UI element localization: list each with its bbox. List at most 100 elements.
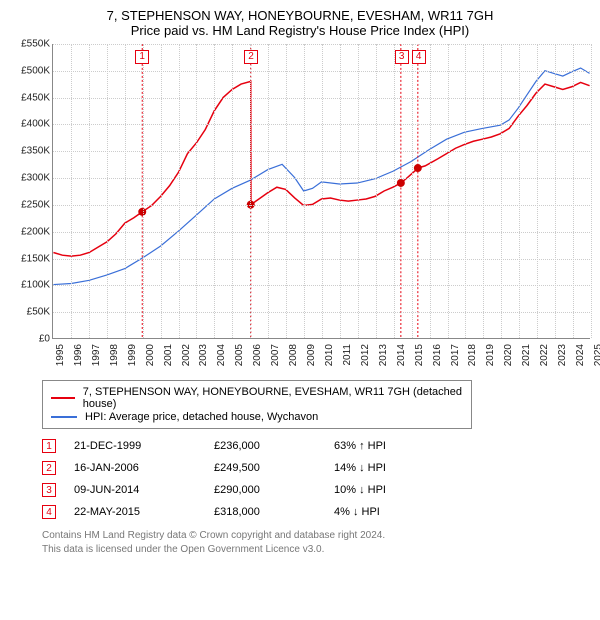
event-marker-4 <box>414 164 422 172</box>
title-address: 7, STEPHENSON WAY, HONEYBOURNE, EVESHAM,… <box>10 8 590 23</box>
vgrid-line <box>573 44 574 338</box>
legend-item-hpi: HPI: Average price, detached house, Wych… <box>51 411 463 423</box>
legend-label: 7, STEPHENSON WAY, HONEYBOURNE, EVESHAM,… <box>83 386 463 410</box>
y-tick-label: £200K <box>21 226 50 237</box>
x-tick-label: 2010 <box>324 344 335 366</box>
x-tick-label: 2003 <box>198 344 209 366</box>
event-row-pct: 63% ↑ HPI <box>334 440 386 452</box>
vgrid-line <box>322 44 323 338</box>
y-axis: £0£50K£100K£150K£200K£250K£300K£350K£400… <box>10 44 52 339</box>
vgrid-line <box>465 44 466 338</box>
x-tick-label: 2013 <box>378 344 389 366</box>
x-tick-label: 2011 <box>342 344 353 366</box>
event-number-box-1: 1 <box>135 50 149 64</box>
vgrid-line <box>376 44 377 338</box>
y-tick-label: £400K <box>21 119 50 130</box>
title-block: 7, STEPHENSON WAY, HONEYBOURNE, EVESHAM,… <box>10 8 590 38</box>
vgrid-line <box>71 44 72 338</box>
vgrid-line <box>268 44 269 338</box>
x-tick-label: 2019 <box>485 344 496 366</box>
event-row-number: 3 <box>42 483 56 497</box>
event-number-box-2: 2 <box>244 50 258 64</box>
legend-swatch <box>51 397 75 399</box>
x-tick-label: 1995 <box>55 344 66 366</box>
x-tick-label: 2005 <box>234 344 245 366</box>
x-tick-label: 2024 <box>575 344 586 366</box>
footer-line2: This data is licensed under the Open Gov… <box>42 543 590 557</box>
event-row: 422-MAY-2015£318,0004% ↓ HPI <box>42 501 590 523</box>
event-row-date: 16-JAN-2006 <box>74 462 214 474</box>
vgrid-line <box>196 44 197 338</box>
event-row: 216-JAN-2006£249,50014% ↓ HPI <box>42 457 590 479</box>
y-tick-label: £450K <box>21 92 50 103</box>
chart: £0£50K£100K£150K£200K£250K£300K£350K£400… <box>10 44 592 374</box>
vgrid-line <box>107 44 108 338</box>
x-tick-label: 1999 <box>127 344 138 366</box>
vgrid-line <box>125 44 126 338</box>
x-tick-label: 2008 <box>288 344 299 366</box>
y-tick-label: £50K <box>27 307 50 318</box>
event-row-price: £236,000 <box>214 440 334 452</box>
event-row: 1 21-DEC-1999£236,00063% ↑ HPI <box>42 435 590 457</box>
x-tick-label: 2004 <box>216 344 227 366</box>
event-row-number: 1 <box>42 439 56 453</box>
event-row-pct: 10% ↓ HPI <box>334 484 386 496</box>
vgrid-line <box>483 44 484 338</box>
vgrid-line <box>394 44 395 338</box>
vgrid-line <box>304 44 305 338</box>
title-subtitle: Price paid vs. HM Land Registry's House … <box>10 23 590 38</box>
vgrid-line <box>286 44 287 338</box>
y-tick-label: £250K <box>21 199 50 210</box>
vgrid-line <box>555 44 556 338</box>
footer-line1: Contains HM Land Registry data © Crown c… <box>42 529 590 543</box>
x-tick-label: 2022 <box>539 344 550 366</box>
event-row-number: 2 <box>42 461 56 475</box>
event-row-date: 09-JUN-2014 <box>74 484 214 496</box>
x-tick-label: 2015 <box>414 344 425 366</box>
event-row-number: 4 <box>42 505 56 519</box>
y-tick-label: £500K <box>21 65 50 76</box>
y-tick-label: £550K <box>21 39 50 50</box>
figure-container: 7, STEPHENSON WAY, HONEYBOURNE, EVESHAM,… <box>0 0 600 564</box>
x-tick-label: 2001 <box>163 344 174 366</box>
event-row-price: £318,000 <box>214 506 334 518</box>
vgrid-line <box>143 44 144 338</box>
x-tick-label: 2014 <box>396 344 407 366</box>
vgrid-line <box>537 44 538 338</box>
event-row-date: 21-DEC-1999 <box>74 440 214 452</box>
x-tick-label: 2018 <box>467 344 478 366</box>
x-tick-label: 2016 <box>432 344 443 366</box>
legend: 7, STEPHENSON WAY, HONEYBOURNE, EVESHAM,… <box>42 380 472 429</box>
vgrid-line <box>232 44 233 338</box>
x-tick-label: 2023 <box>557 344 568 366</box>
vgrid-line <box>591 44 592 338</box>
vgrid-line <box>250 44 251 338</box>
event-marker-3 <box>397 179 405 187</box>
event-row-price: £290,000 <box>214 484 334 496</box>
vgrid-line <box>519 44 520 338</box>
vgrid-line <box>89 44 90 338</box>
x-tick-label: 2002 <box>181 344 192 366</box>
x-tick-label: 2000 <box>145 344 156 366</box>
vgrid-line <box>214 44 215 338</box>
y-tick-label: £150K <box>21 253 50 264</box>
x-tick-label: 2009 <box>306 344 317 366</box>
event-row: 3 09-JUN-2014£290,00010% ↓ HPI <box>42 479 590 501</box>
event-row-date: 22-MAY-2015 <box>74 506 214 518</box>
x-tick-label: 1998 <box>109 344 120 366</box>
event-number-box-3: 3 <box>395 50 409 64</box>
x-tick-label: 2017 <box>450 344 461 366</box>
x-tick-label: 1997 <box>91 344 102 366</box>
y-tick-label: £100K <box>21 280 50 291</box>
vgrid-line <box>340 44 341 338</box>
x-tick-label: 2021 <box>521 344 532 366</box>
vgrid-line <box>412 44 413 338</box>
plot-area: 1234 <box>52 44 590 339</box>
event-row-pct: 14% ↓ HPI <box>334 462 386 474</box>
x-tick-label: 1996 <box>73 344 84 366</box>
vgrid-line <box>358 44 359 338</box>
vgrid-line <box>501 44 502 338</box>
footer: Contains HM Land Registry data © Crown c… <box>42 529 590 556</box>
x-tick-label: 2025 <box>593 344 600 366</box>
vgrid-line <box>430 44 431 338</box>
